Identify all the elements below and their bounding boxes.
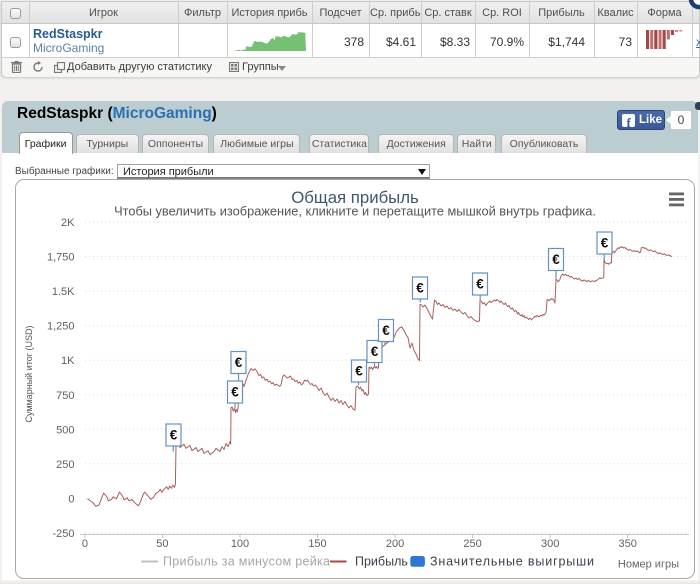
svg-text:Прибыль: Прибыль [355,555,408,569]
svg-text:50: 50 [156,538,168,550]
svg-text:2K: 2K [61,217,75,229]
svg-text:500: 500 [56,424,74,436]
svg-text:1,750: 1,750 [47,252,75,264]
svg-text:Прибыль за минусом рейка: Прибыль за минусом рейка [163,555,330,569]
svg-text:100: 100 [231,538,249,550]
svg-text:250: 250 [463,538,481,550]
svg-text:€: € [355,364,363,379]
svg-text:€: € [371,344,379,359]
svg-text:Значительные выигрыши: Значительные выигрыши [430,555,595,569]
svg-text:200: 200 [386,538,404,550]
svg-text:€: € [601,236,609,251]
svg-text:750: 750 [56,390,74,402]
svg-text:€: € [416,281,424,296]
svg-text:150: 150 [308,538,326,550]
svg-text:Чтобы увеличить изображение, к: Чтобы увеличить изображение, кликните и … [114,204,596,219]
svg-text:-250: -250 [52,528,74,540]
svg-text:€: € [382,323,390,338]
svg-text:Номер игры: Номер игры [618,559,679,571]
svg-text:€: € [231,385,239,400]
svg-text:1,250: 1,250 [47,321,75,333]
svg-text:250: 250 [56,459,74,471]
svg-text:€: € [552,252,560,267]
svg-text:Суммарный итог (USD): Суммарный итог (USD) [24,325,34,422]
svg-text:0: 0 [82,538,88,550]
svg-text:€: € [170,428,178,443]
svg-text:350: 350 [619,538,637,550]
svg-text:1.5K: 1.5K [52,286,75,298]
svg-text:€: € [235,355,243,370]
svg-text:€: € [476,277,484,292]
svg-text:1K: 1K [61,355,75,367]
svg-text:0: 0 [68,493,74,505]
svg-text:Общая прибыль: Общая прибыль [291,188,419,207]
svg-text:300: 300 [541,538,559,550]
